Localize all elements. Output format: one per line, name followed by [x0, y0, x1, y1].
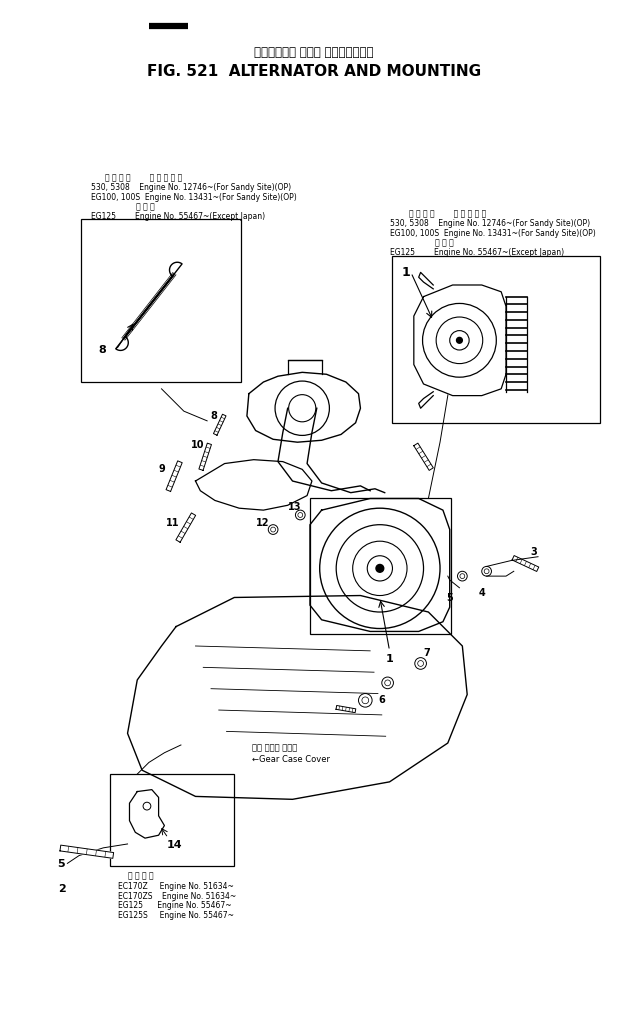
- Text: 530, 5308    Engine No. 12746~(For Sandy Site)(OP): 530, 5308 Engine No. 12746~(For Sandy Si…: [91, 183, 291, 192]
- Text: 11: 11: [166, 518, 180, 528]
- Polygon shape: [166, 461, 182, 492]
- Text: EG125S     Engine No. 55467~: EG125S Engine No. 55467~: [118, 911, 234, 920]
- Text: オルタネータ および マウンティング: オルタネータ および マウンティング: [254, 45, 374, 59]
- Text: 13: 13: [288, 502, 301, 512]
- Polygon shape: [129, 789, 164, 839]
- Text: EG100, 100S  Engine No. 13431~(For Sandy Site)(OP): EG100, 100S Engine No. 13431~(For Sandy …: [390, 228, 595, 238]
- Text: 530, 5308    Engine No. 12746~(For Sandy Site)(OP): 530, 5308 Engine No. 12746~(For Sandy Si…: [390, 219, 590, 228]
- Circle shape: [376, 565, 384, 572]
- Text: 9: 9: [158, 463, 166, 473]
- Polygon shape: [310, 498, 450, 632]
- Polygon shape: [512, 556, 539, 571]
- Text: 8: 8: [210, 412, 217, 421]
- Polygon shape: [199, 443, 211, 470]
- Text: ギヤ ケース カバー: ギヤ ケース カバー: [252, 743, 297, 752]
- Text: 12: 12: [256, 518, 269, 528]
- Text: FIG. 521  ALTERNATOR AND MOUNTING: FIG. 521 ALTERNATOR AND MOUNTING: [147, 64, 481, 79]
- Polygon shape: [247, 372, 361, 442]
- Polygon shape: [336, 706, 355, 713]
- Bar: [392, 256, 600, 423]
- Text: EC170ZS    Engine No. 51634~: EC170ZS Engine No. 51634~: [118, 891, 236, 900]
- Text: 8: 8: [99, 345, 106, 355]
- Text: EG125        Engine No. 55467~(Except Japan): EG125 Engine No. 55467~(Except Japan): [91, 212, 265, 221]
- Text: EG125      Engine No. 55467~: EG125 Engine No. 55467~: [118, 901, 231, 911]
- Text: 適 用 号 機        修 理 地 仕 様: 適 用 号 機 修 理 地 仕 様: [409, 209, 486, 218]
- Text: 7: 7: [424, 648, 430, 658]
- Polygon shape: [116, 262, 182, 351]
- Polygon shape: [414, 285, 506, 395]
- Polygon shape: [128, 596, 467, 800]
- Text: 5: 5: [58, 859, 65, 870]
- Bar: [310, 498, 451, 634]
- Text: EG100, 100S  Engine No. 13431~(For Sandy Site)(OP): EG100, 100S Engine No. 13431~(For Sandy …: [91, 192, 296, 202]
- Text: 適 用 号 機: 適 用 号 機: [128, 872, 153, 880]
- Text: 海 外 向: 海 外 向: [91, 203, 155, 212]
- Polygon shape: [213, 415, 226, 435]
- Text: 3: 3: [530, 547, 537, 557]
- Text: ←Gear Case Cover: ←Gear Case Cover: [252, 754, 330, 764]
- Polygon shape: [176, 512, 196, 542]
- Text: 2: 2: [58, 884, 66, 894]
- Polygon shape: [413, 443, 433, 470]
- Text: 適 用 号 機        修 理 地 仕 様: 適 用 号 機 修 理 地 仕 様: [105, 174, 182, 182]
- Text: 10: 10: [191, 440, 204, 451]
- Text: 1: 1: [401, 265, 410, 279]
- Text: 海 外 向: 海 外 向: [390, 239, 453, 247]
- Text: 4: 4: [479, 588, 486, 598]
- Text: 14: 14: [166, 840, 182, 850]
- Text: EG125        Engine No. 55467~(Except Japan): EG125 Engine No. 55467~(Except Japan): [390, 248, 564, 257]
- Text: 1: 1: [386, 653, 393, 664]
- Text: EC170Z     Engine No. 51634~: EC170Z Engine No. 51634~: [118, 882, 234, 891]
- Bar: [110, 774, 234, 866]
- Text: 6: 6: [378, 695, 384, 705]
- Circle shape: [457, 338, 462, 344]
- Polygon shape: [196, 460, 312, 510]
- Text: 5: 5: [446, 593, 453, 603]
- Polygon shape: [60, 845, 113, 858]
- Bar: [81, 219, 241, 382]
